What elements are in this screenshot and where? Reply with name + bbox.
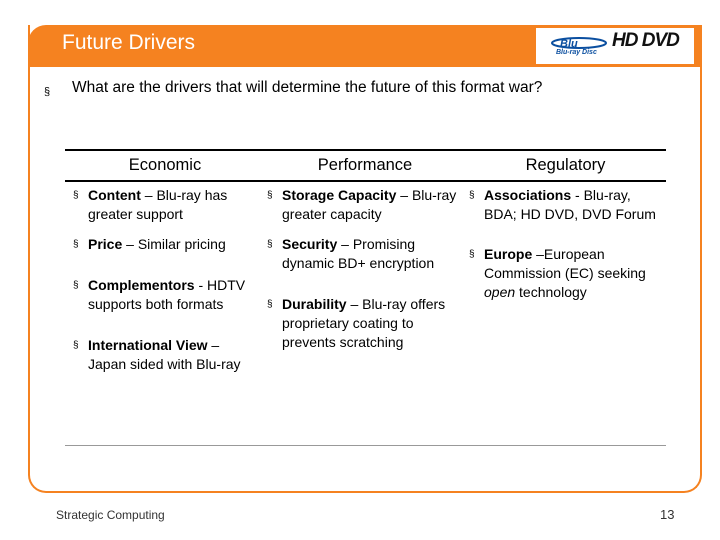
list-item: § Security – Promising dynamic BD+ encry…: [267, 236, 435, 271]
regulatory-column: § Associations - Blu-ray, BDA; HD DVD, D…: [465, 181, 666, 446]
header-regulatory: Regulatory: [465, 149, 666, 182]
header-performance: Performance: [265, 149, 465, 182]
page-number: 13: [660, 507, 675, 522]
list-item: § International View – Japan sided with …: [73, 337, 241, 372]
slide-frame: [28, 25, 702, 493]
header-economic: Economic: [65, 149, 265, 182]
bluray-disc-icon: Blu: [551, 37, 607, 50]
list-item: § Content – Blu-ray has greater support: [73, 187, 228, 222]
list-item: § Durability – Blu-ray offers proprietar…: [267, 296, 446, 350]
hddvd-logo: HD DVD: [612, 30, 692, 56]
bluray-logo: Blu Blu-ray Disc: [548, 30, 612, 62]
slide-title: Future Drivers: [62, 31, 196, 54]
svg-text:Blu: Blu: [560, 38, 578, 50]
list-item: § Associations - Blu-ray, BDA; HD DVD, D…: [469, 187, 656, 222]
question-text: What are the drivers that will determine…: [72, 79, 543, 96]
list-item: § Price – Similar pricing: [73, 236, 226, 252]
drivers-table: Economic Performance Regulatory § Conten…: [65, 149, 666, 446]
hddvd-logo-text: HD DVD: [612, 30, 680, 51]
list-item: § Storage Capacity – Blu-ray greater cap…: [267, 187, 457, 222]
bluray-logo-text: Blu-ray Disc: [556, 49, 597, 56]
footer-course-name: Strategic Computing: [56, 508, 165, 522]
performance-column: § Storage Capacity – Blu-ray greater cap…: [265, 181, 465, 446]
list-item: § Europe –European Commission (EC) seeki…: [469, 246, 646, 300]
bullet-marker: §: [44, 86, 51, 98]
list-item: § Complementors - HDTV supports both for…: [73, 277, 246, 312]
economic-column: § Content – Blu-ray has greater support …: [65, 181, 265, 446]
